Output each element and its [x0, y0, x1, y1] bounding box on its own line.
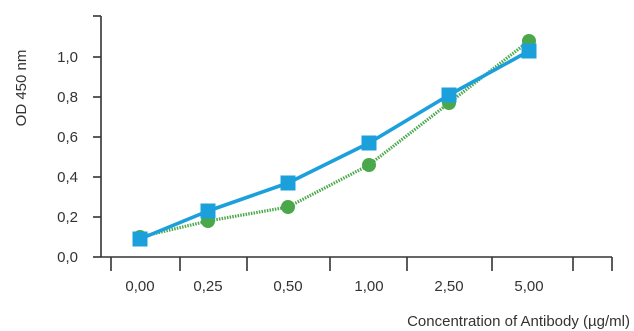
x-tick-label-5: 5,00 — [514, 278, 543, 295]
y-tick-label-4: 0,8 — [57, 89, 78, 106]
x-tick-label-2: 0,50 — [273, 278, 302, 295]
y-tick-label-3: 0,6 — [57, 129, 78, 146]
y-axis-title: OD 450 nm — [13, 50, 30, 127]
point-s1-0 — [132, 231, 148, 247]
y-tick-label-0: 0,0 — [57, 249, 78, 266]
y-ticks: 0,0 0,2 0,4 0,6 0,8 1,0 — [57, 15, 101, 266]
series-0 — [133, 34, 536, 244]
x-ticks: 0,00 0,25 0,50 1,00 2,50 5,00 — [110, 257, 613, 295]
point-s1-5 — [521, 43, 537, 59]
x-tick-label-4: 2,50 — [434, 278, 463, 295]
x-tick-label-1: 0,25 — [193, 278, 222, 295]
y-tick-label-2: 0,4 — [57, 169, 78, 186]
point-s1-4 — [441, 87, 457, 103]
y-tick-label-1: 0,2 — [57, 209, 78, 226]
point-s1-3 — [361, 135, 377, 151]
series-layer — [132, 34, 537, 247]
point-s1-1 — [200, 203, 216, 219]
y-tick-label-5: 1,0 — [57, 49, 78, 66]
point-s0-3 — [362, 158, 376, 172]
x-tick-label-0: 0,00 — [125, 278, 154, 295]
series-line-1 — [139, 49, 530, 241]
point-s0-2 — [281, 200, 295, 214]
point-s1-2 — [280, 175, 296, 191]
series-1 — [132, 43, 537, 247]
series-line-0 — [139, 39, 530, 239]
x-tick-label-3: 1,00 — [354, 278, 383, 295]
x-axis-title: Concentration of Antibody (µg/ml) — [407, 313, 630, 330]
